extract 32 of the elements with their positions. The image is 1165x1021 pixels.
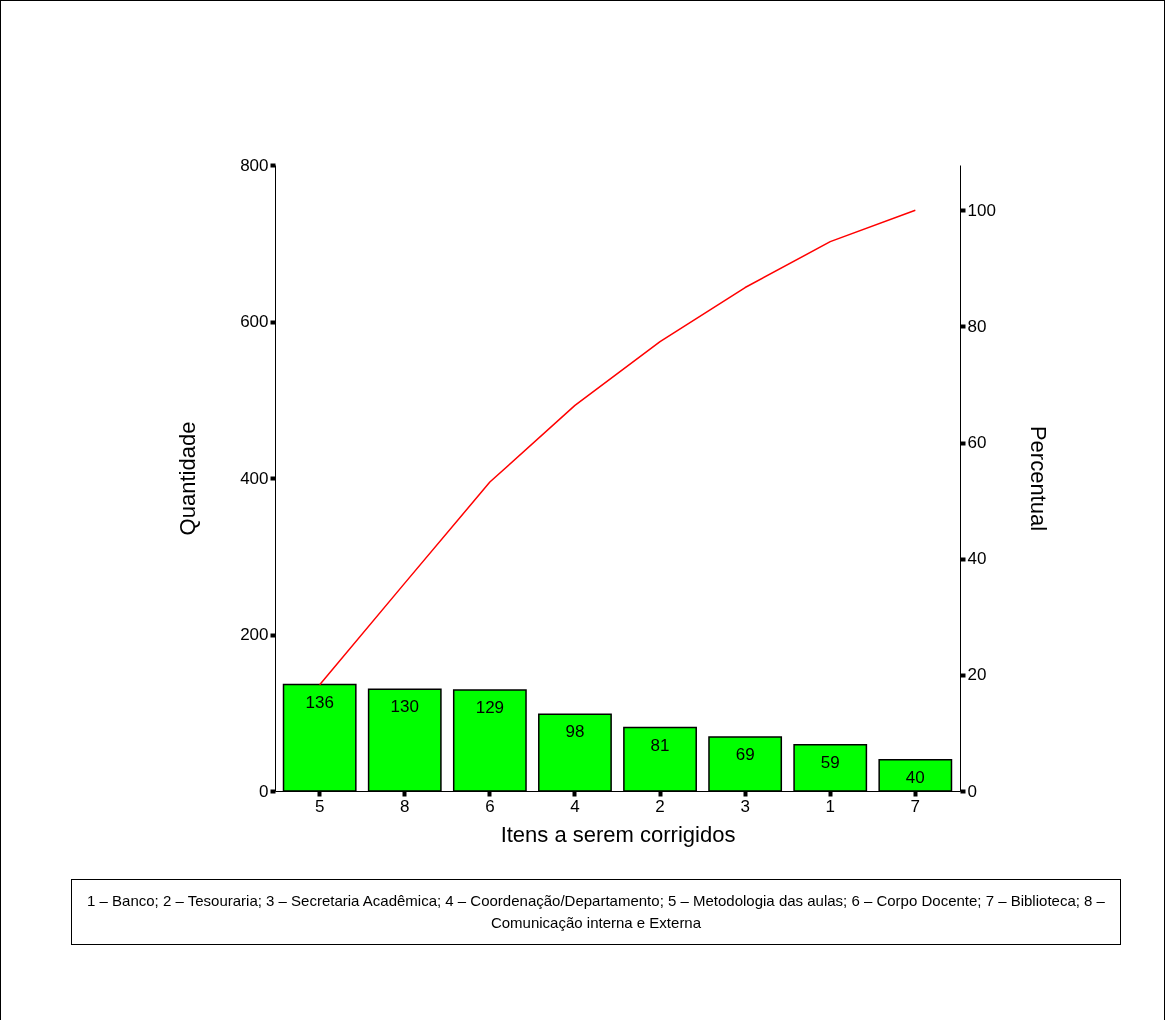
y2-tick-label: 20: [967, 665, 987, 685]
data-label: 40: [905, 767, 925, 787]
data-label: 59: [820, 752, 840, 772]
y2-tick-label: 100: [967, 200, 996, 220]
x-tick-label: 8: [400, 796, 410, 816]
y-tick-label: 0: [259, 781, 269, 801]
x-tick-label: 1: [825, 796, 835, 816]
y2-tick-label: 0: [967, 781, 977, 801]
data-label: 136: [305, 692, 334, 712]
x-tick-label: 3: [740, 796, 750, 816]
y-axis-title: Quantidade: [175, 421, 201, 536]
x-axis-title: Itens a serem corrigidos: [500, 821, 736, 847]
y2-axis-title: Percentual: [1025, 425, 1051, 532]
x-tick-label: 6: [485, 796, 495, 816]
x-tick-label: 7: [910, 796, 921, 816]
y-tick-label: 400: [240, 468, 269, 488]
data-label: 130: [390, 697, 419, 717]
data-label: 98: [565, 722, 585, 742]
x-tick-label: 5: [314, 796, 325, 816]
y-tick-label: 800: [240, 155, 269, 175]
x-tick-label: 4: [570, 796, 580, 816]
y2-tick-label: 60: [967, 433, 987, 453]
data-label: 69: [735, 745, 755, 765]
line-series: [318, 209, 917, 686]
y2-tick-label: 40: [967, 549, 987, 569]
data-label: 129: [475, 698, 505, 718]
y-tick-label: 600: [240, 312, 269, 331]
y-tick-label: 200: [240, 625, 269, 644]
data-label: 81: [650, 735, 670, 755]
y2-tick-label: 80: [967, 316, 987, 336]
x-tick-label: 2: [655, 796, 665, 816]
text: 1 – Banco; 2 – Tesouraria; 3 – Secretaria Acadêmica; 4 – Coordenação/Departamento; 5 – Metodologia das aulas; 6 – Corpo Docente; 7 – Biblioteca; 8 – Comunicação interna e Externa: [86, 891, 1106, 933]
